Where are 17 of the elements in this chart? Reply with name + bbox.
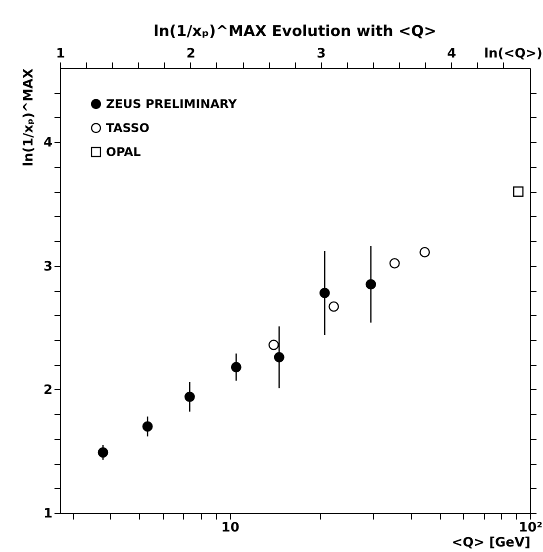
x2-tick-label: 4 [447,46,456,62]
legend-label: OPAL [106,145,142,159]
chart-title: ln(1/xₚ)^MAX Evolution with <Q> [154,22,436,40]
y-tick-label: 4 [43,136,52,151]
legend-label: ZEUS PRELIMINARY [106,97,238,111]
y-tick-label: 1 [43,506,52,522]
y-tick-label: 2 [43,382,52,398]
x2-tick-label: 1 [56,46,66,62]
x2-axis-title: ln(<Q>) [484,46,542,62]
y-axis-title: ln(1/xₚ)^MAX [21,68,36,166]
x-tick-label: 10 [221,520,240,536]
x2-tick-label: 2 [186,46,196,62]
x-tick-label: 10² [518,520,542,536]
y-tick-label: 3 [43,259,52,274]
legend-label: TASSO [106,121,150,135]
x2-tick-label: 3 [316,46,326,62]
x-axis-title: <Q> [GeV] [452,536,530,550]
